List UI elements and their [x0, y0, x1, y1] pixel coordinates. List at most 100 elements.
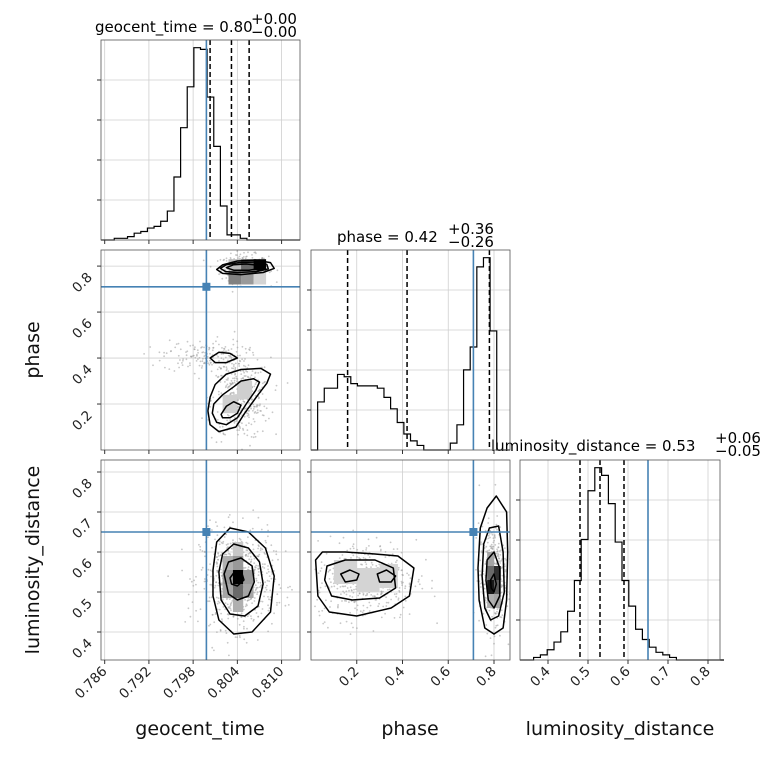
- sample-point: [431, 587, 433, 590]
- luminosity_distance_vs_geocent_time-xticklabel-3: 0.804: [205, 664, 244, 703]
- sample-point: [194, 346, 196, 349]
- sample-point: [207, 451, 209, 453]
- sample-point: [257, 615, 260, 618]
- sample-point: [276, 604, 278, 606]
- sample-point: [421, 587, 424, 590]
- sample-point: [482, 612, 485, 615]
- sample-point: [259, 388, 261, 391]
- sample-point: [305, 585, 307, 587]
- sample-point: [211, 363, 213, 366]
- sample-point: [500, 609, 503, 612]
- sample-point: [267, 570, 270, 573]
- luminosity_distance_vs_geocent_time-xticklabel-2: 0.798: [160, 664, 199, 703]
- sample-point: [261, 257, 263, 259]
- contour-5: [220, 400, 242, 419]
- sample-point: [278, 601, 281, 604]
- sample-point: [249, 346, 252, 349]
- sample-point: [248, 416, 250, 419]
- sample-point: [362, 604, 365, 607]
- sample-point: [247, 552, 250, 555]
- sample-point: [222, 540, 225, 543]
- sample-point: [252, 351, 254, 354]
- sample-point: [242, 517, 244, 519]
- sample-point: [211, 349, 214, 352]
- sample-point: [238, 623, 241, 626]
- sample-point: [255, 577, 258, 580]
- sample-point: [263, 567, 266, 569]
- sample-point: [376, 593, 379, 596]
- sample-point: [368, 601, 371, 604]
- sample-point: [318, 610, 320, 613]
- sample-point: [260, 528, 263, 531]
- luminosity_distance_vs_phase-xticklabel-0: 0.2: [336, 664, 363, 691]
- sample-point: [317, 540, 319, 542]
- sample-point: [222, 598, 224, 601]
- sample-point: [241, 422, 243, 425]
- sample-point: [179, 348, 182, 351]
- sample-point: [216, 260, 219, 262]
- sample-point: [173, 370, 176, 372]
- sample-point: [244, 407, 247, 410]
- sample-point: [320, 567, 323, 570]
- sample-point: [223, 536, 226, 538]
- sample-point: [407, 574, 410, 576]
- sample-point: [490, 543, 493, 546]
- sample-point: [276, 269, 279, 272]
- sample-point: [174, 346, 177, 349]
- sample-point: [229, 257, 232, 259]
- sample-point: [240, 402, 243, 405]
- sample-point: [481, 525, 484, 528]
- sample-point: [267, 255, 270, 258]
- sample-point: [248, 599, 251, 601]
- sample-point: [244, 598, 247, 601]
- sample-point: [272, 550, 275, 552]
- sample-point: [217, 552, 220, 554]
- contour-4: [477, 495, 509, 635]
- sample-point: [210, 575, 212, 578]
- sample-point: [336, 587, 339, 590]
- sample-point: [203, 346, 205, 349]
- contour-2: [339, 569, 360, 583]
- sample-point: [218, 360, 220, 362]
- sample-point: [195, 360, 198, 362]
- sample-point: [240, 616, 243, 618]
- sample-point: [356, 609, 359, 611]
- sample-point: [249, 555, 252, 558]
- sample-point: [264, 419, 267, 422]
- sample-point: [233, 421, 236, 424]
- sample-point: [254, 566, 256, 568]
- sample-point: [207, 600, 209, 603]
- sample-point: [395, 561, 397, 564]
- sample-point: [241, 257, 244, 260]
- sample-point: [370, 566, 372, 568]
- sample-point: [199, 548, 202, 551]
- sample-point: [185, 354, 188, 357]
- sample-point: [495, 523, 498, 526]
- sample-point: [224, 602, 227, 604]
- sample-point: [191, 601, 194, 603]
- sample-point: [256, 639, 259, 641]
- sample-point: [257, 565, 259, 567]
- sample-point: [224, 629, 227, 632]
- sample-point: [492, 541, 495, 544]
- sample-point: [251, 527, 254, 530]
- sample-point: [354, 607, 356, 610]
- sample-point: [381, 592, 383, 595]
- sample-point: [389, 541, 392, 544]
- sample-point: [349, 633, 352, 635]
- sample-point: [274, 389, 277, 391]
- contour-6: [485, 551, 501, 609]
- sample-point: [327, 626, 329, 629]
- sample-point: [486, 541, 489, 544]
- sample-point: [201, 417, 203, 419]
- sample-point: [225, 385, 228, 387]
- sample-point: [278, 583, 280, 586]
- luminosity_distance_vs_geocent_time-xticklabel-1: 0.792: [116, 664, 155, 703]
- sample-point: [254, 372, 257, 374]
- sample-point: [208, 600, 211, 603]
- sample-point: [352, 547, 355, 550]
- sample-point: [238, 634, 241, 637]
- sample-point: [199, 340, 201, 343]
- sample-point: [356, 556, 358, 558]
- sample-point: [487, 517, 490, 520]
